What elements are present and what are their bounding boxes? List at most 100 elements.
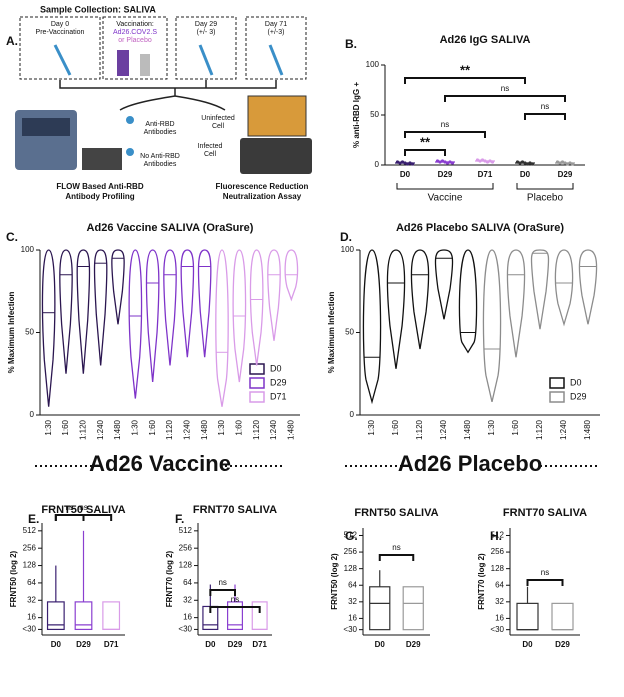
section-title: Ad26 Placebo <box>398 451 542 476</box>
label: Day 71 <box>265 21 287 28</box>
violin <box>180 249 195 358</box>
sig-bracket <box>378 554 415 561</box>
violin <box>76 249 91 374</box>
violin <box>267 249 281 341</box>
y-tick-label: 100 <box>341 245 355 254</box>
y-tick-label: 16 <box>348 614 357 623</box>
y-tick-label: 50 <box>370 110 379 119</box>
y-tick-label: 100 <box>366 60 380 69</box>
vial <box>140 54 150 76</box>
y-tick-label: 64 <box>27 578 36 587</box>
antibody-icon <box>126 148 134 156</box>
violin <box>578 249 598 325</box>
y-axis-label: % Maximum Infection <box>7 291 16 373</box>
x-tick-label: 1:30 <box>217 419 226 435</box>
x-tick-label: D0 <box>205 640 216 649</box>
panel-label: E. <box>28 512 39 526</box>
x-tick-label: 1:480 <box>463 419 472 440</box>
violin <box>215 249 229 407</box>
antibody-icon <box>126 116 134 124</box>
x-tick-label: 1:240 <box>439 419 448 440</box>
y-tick-label: 32 <box>348 597 357 606</box>
label: Cell <box>212 123 225 130</box>
violin <box>93 249 108 366</box>
label: Anti-RBD <box>145 121 174 128</box>
y-tick-label: 50 <box>25 328 34 337</box>
box <box>227 601 244 631</box>
y-tick-label: 128 <box>23 561 37 570</box>
group-label: Vaccine <box>428 193 463 204</box>
y-tick-label: 256 <box>179 543 193 552</box>
label: Ad26.COV2.S <box>113 29 157 36</box>
x-tick-label: 1:60 <box>61 419 70 435</box>
violin <box>59 249 73 374</box>
sig-label: ** <box>420 134 431 149</box>
legend-label: D71 <box>270 391 287 401</box>
x-tick-label: D71 <box>252 640 267 649</box>
y-tick-label: 0 <box>375 160 380 169</box>
legend-swatch <box>249 377 265 389</box>
x-tick-label: D29 <box>228 640 243 649</box>
sig-label: ns <box>541 102 549 111</box>
y-tick-label: 16 <box>183 613 192 622</box>
x-tick-label: 1:480 <box>200 419 209 440</box>
box <box>402 586 424 631</box>
label: Cell <box>204 151 217 158</box>
x-tick-label: 1:30 <box>367 419 376 435</box>
x-tick-label: 1:480 <box>583 419 592 440</box>
x-tick-label: 1:120 <box>78 419 87 440</box>
x-tick-label: 1:120 <box>535 419 544 440</box>
sig-label: ns <box>501 84 509 93</box>
group-bracket <box>396 183 494 190</box>
chart-title: FRNT50 SALIVA <box>354 507 438 519</box>
caption: Neutralization Assay <box>223 192 302 201</box>
sig-label: ns <box>65 503 73 512</box>
x-tick-label: 1:480 <box>113 419 122 440</box>
chart-title: FRNT50 SALIVA <box>41 504 125 516</box>
violin <box>197 249 212 358</box>
y-axis-label: FRNT70 (log 2) <box>477 553 486 610</box>
swabs <box>53 44 284 76</box>
y-tick-label: <30 <box>178 625 192 634</box>
x-tick-label: D29 <box>438 170 453 179</box>
box <box>102 601 121 631</box>
legend-swatch <box>549 377 565 389</box>
reader <box>240 138 312 174</box>
sig-bracket <box>209 589 236 596</box>
y-tick-label: 512 <box>344 531 358 540</box>
sig-bracket <box>526 579 564 586</box>
y-tick-label: 256 <box>491 547 505 556</box>
laptop <box>82 148 122 170</box>
violin <box>554 249 574 327</box>
y-tick-label: 64 <box>495 580 504 589</box>
violin <box>232 249 247 383</box>
x-tick-label: 1:60 <box>234 419 243 435</box>
y-tick-label: 64 <box>348 580 357 589</box>
legend-label: D29 <box>570 391 587 401</box>
vial <box>117 50 129 76</box>
label: or Placebo <box>118 37 152 44</box>
connector <box>59 80 277 111</box>
y-tick-label: 256 <box>23 543 37 552</box>
y-tick-label: <30 <box>343 625 357 634</box>
y-tick-label: 512 <box>491 531 505 540</box>
label: (+/- 3) <box>197 29 216 36</box>
violin <box>284 249 299 302</box>
label: Uninfected <box>201 115 235 122</box>
sig-bracket <box>404 131 486 138</box>
x-tick-label: D29 <box>558 170 573 179</box>
x-tick-label: D0 <box>400 170 411 179</box>
x-tick-label: 1:120 <box>415 419 424 440</box>
violin <box>111 249 125 325</box>
x-tick-label: D29 <box>555 640 570 649</box>
y-tick-label: 100 <box>21 245 35 254</box>
section-headers: Ad26 Vaccine Ad26 Placebo <box>35 451 600 476</box>
x-tick-label: 1:240 <box>559 419 568 440</box>
micrograph <box>247 95 307 137</box>
group-bracket <box>516 183 574 190</box>
panel-label: F. <box>175 512 184 526</box>
legend-swatch <box>249 391 265 403</box>
x-tick-label: 1:30 <box>487 419 496 435</box>
sig-label: ** <box>460 62 471 77</box>
y-tick-label: 512 <box>179 526 193 535</box>
